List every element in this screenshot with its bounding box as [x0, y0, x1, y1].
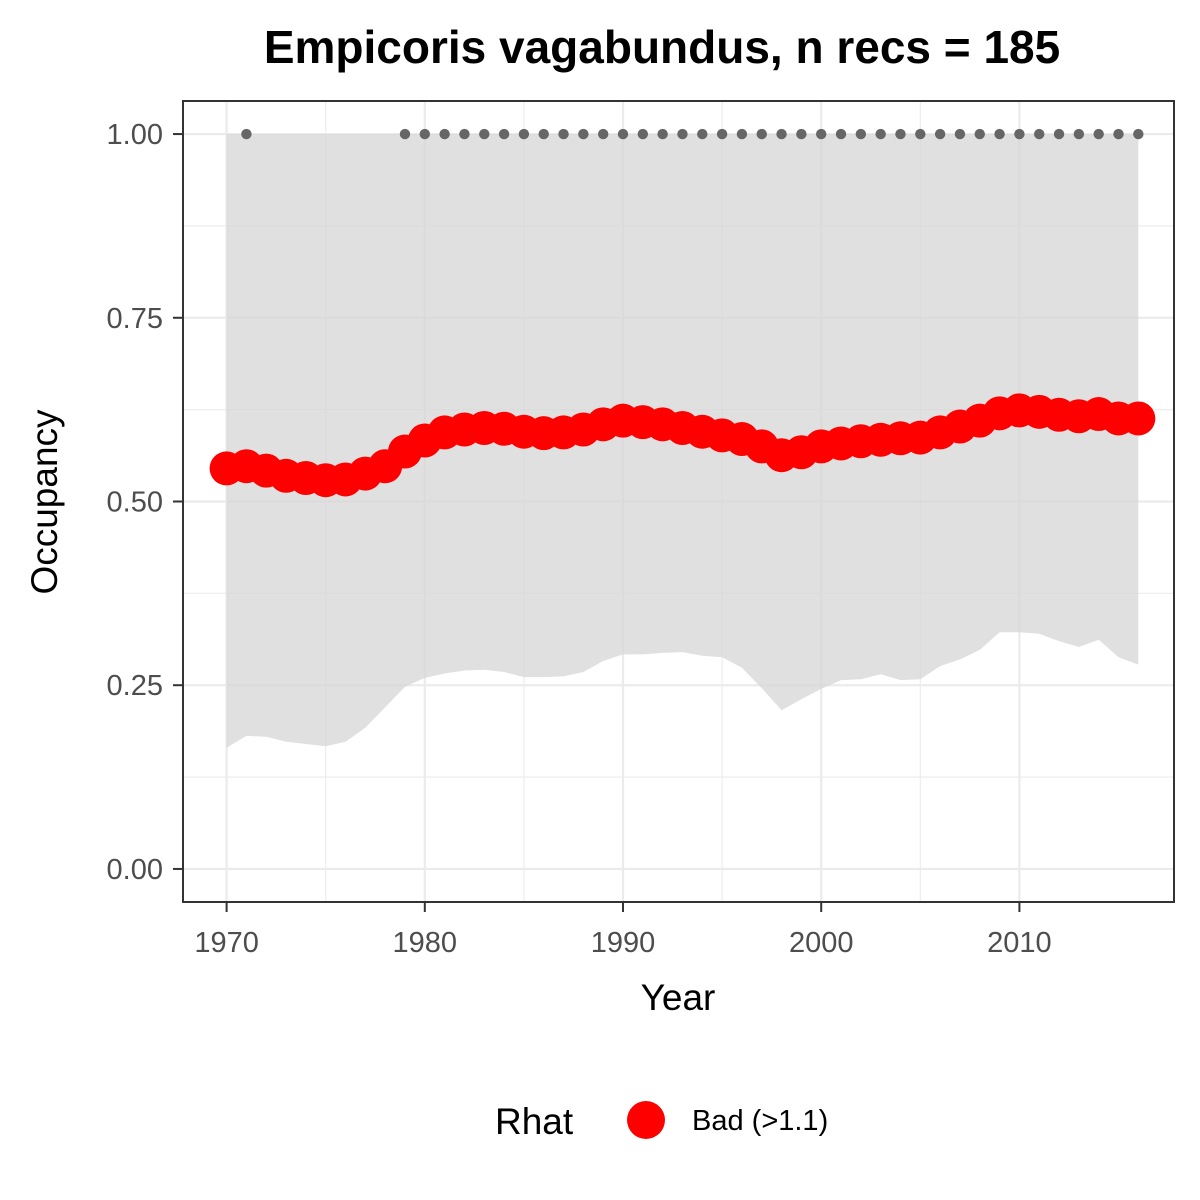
- detection-point: [915, 128, 926, 140]
- detection-point: [816, 128, 827, 140]
- detection-point: [657, 128, 668, 140]
- detection-point: [1073, 128, 1085, 140]
- detection-point: [439, 128, 450, 140]
- y-axis-title: Occupancy: [24, 409, 65, 595]
- detection-points: [241, 128, 1144, 140]
- detection-point: [736, 128, 748, 140]
- legend-title: Rhat: [495, 1101, 574, 1142]
- detection-point: [518, 128, 530, 140]
- detection-point: [1113, 128, 1124, 140]
- axes: 1970 1980 1990 2000 2010 0.00 0.25 0.50 0.75 1.00: [107, 119, 1052, 959]
- legend: Rhat Bad (>1.1): [495, 1101, 828, 1142]
- detection-point: [835, 128, 847, 140]
- detection-point: [974, 128, 985, 140]
- detection-point: [419, 128, 431, 140]
- chart-title: Empicoris vagabundus, n recs = 185: [264, 21, 1060, 73]
- detection-point: [498, 128, 510, 140]
- detection-point: [1093, 128, 1104, 140]
- detection-point: [796, 128, 807, 140]
- detection-point: [895, 128, 906, 140]
- x-tick-label: 1970: [194, 927, 259, 959]
- detection-point: [578, 128, 589, 140]
- detection-point: [459, 128, 470, 140]
- detection-point: [1014, 128, 1025, 140]
- detection-point: [399, 128, 411, 140]
- y-tick-label: 0.00: [107, 854, 163, 886]
- detection-point: [716, 128, 728, 140]
- detection-point: [875, 128, 886, 140]
- x-tick-label: 2000: [789, 927, 854, 959]
- x-tick-label: 1990: [591, 927, 656, 959]
- detection-point: [479, 128, 490, 140]
- x-axis-title: Year: [641, 977, 716, 1018]
- y-tick-label: 0.50: [107, 487, 163, 519]
- detection-point: [756, 128, 767, 140]
- detection-point: [1053, 128, 1065, 140]
- legend-label-bad: Bad (>1.1): [692, 1105, 828, 1137]
- detection-point: [1133, 128, 1144, 140]
- legend-key-bad: [627, 1101, 665, 1139]
- detection-point: [558, 128, 569, 140]
- detection-point: [954, 128, 966, 140]
- y-tick-label: 0.75: [107, 303, 163, 335]
- y-tick-label: 1.00: [107, 119, 163, 151]
- detection-point: [538, 128, 549, 140]
- detection-point: [677, 128, 688, 140]
- detection-point: [241, 128, 252, 140]
- detection-point: [934, 128, 946, 140]
- detection-point: [637, 128, 649, 140]
- detection-point: [1034, 128, 1045, 140]
- detection-point: [855, 128, 867, 140]
- detection-point: [697, 128, 708, 140]
- x-tick-label: 2010: [987, 927, 1052, 959]
- detection-point: [597, 128, 609, 140]
- occupancy-point: [1121, 401, 1156, 436]
- occupancy-points: [209, 393, 1156, 498]
- detection-point: [776, 128, 787, 140]
- y-tick-label: 0.25: [107, 670, 163, 702]
- detection-point: [994, 128, 1005, 140]
- x-tick-label: 1980: [393, 927, 458, 959]
- detection-point: [617, 128, 629, 140]
